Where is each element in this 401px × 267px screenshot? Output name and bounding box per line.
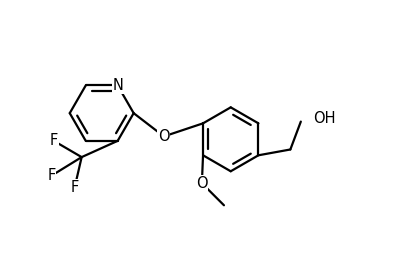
Text: O: O [196, 176, 208, 191]
Text: N: N [112, 78, 123, 93]
Text: F: F [71, 180, 79, 195]
Text: F: F [50, 133, 58, 148]
Text: OH: OH [314, 111, 336, 126]
Text: F: F [47, 168, 56, 183]
Text: O: O [158, 129, 170, 144]
